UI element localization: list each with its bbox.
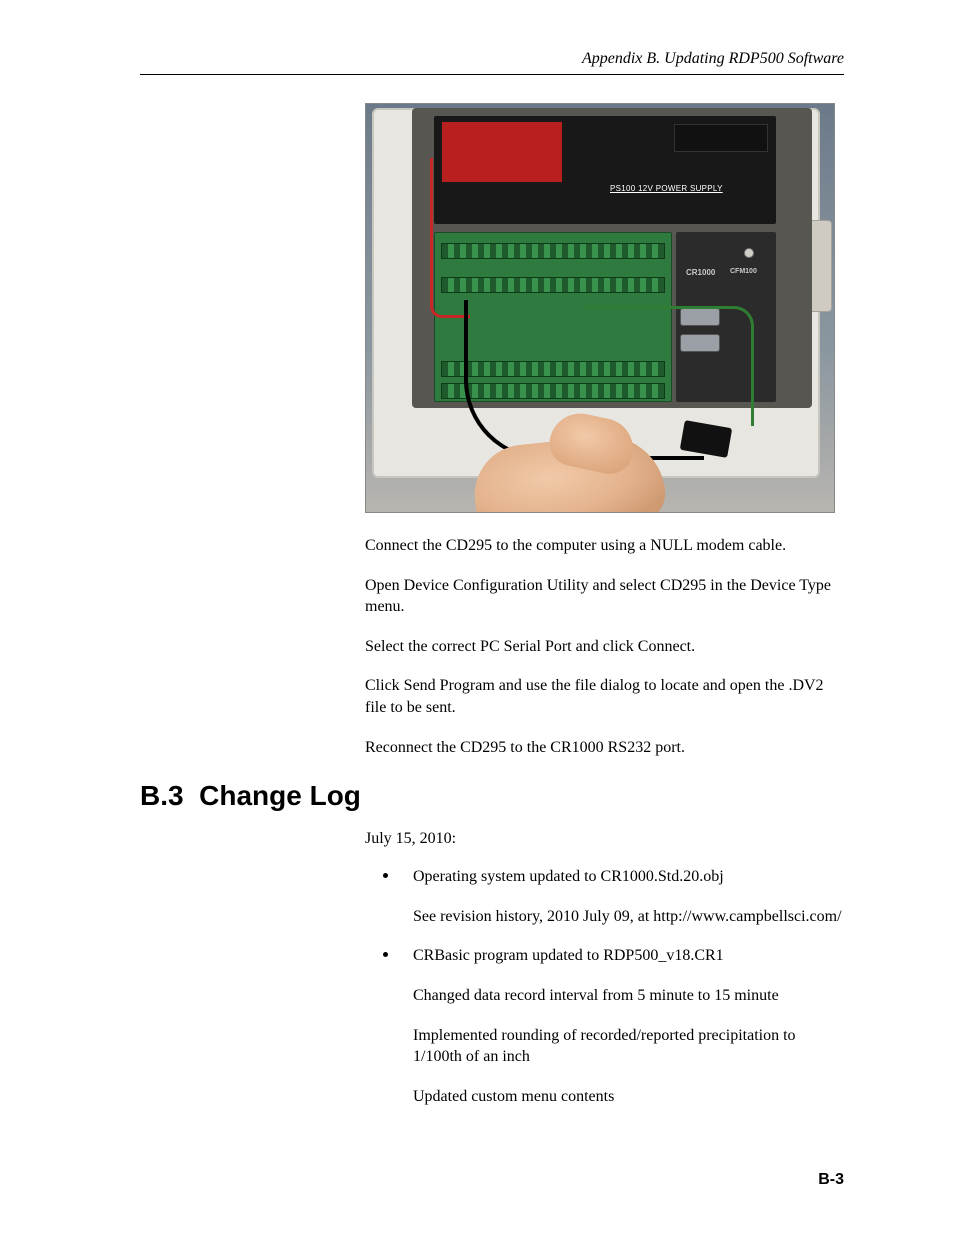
header-rule [140, 74, 844, 75]
page: Appendix B. Updating RDP500 Software PS1… [0, 0, 954, 1175]
page-number: B-3 [818, 1171, 844, 1189]
changelog-lead: CRBasic program updated to RDP500_v18.CR… [413, 945, 845, 967]
step-paragraph: Connect the CD295 to the computer using … [365, 535, 845, 557]
step-paragraph: Open Device Configuration Utility and se… [365, 575, 845, 618]
step-paragraph: Select the correct PC Serial Port and cl… [365, 636, 845, 658]
changelog-column: July 15, 2010: Operating system updated … [365, 830, 845, 1107]
instruction-photo: PS100 12V POWER SUPPLY CR1000 CFM100 [365, 103, 835, 513]
section-heading: B.3 Change Log [140, 780, 844, 812]
cr1000-label: CR1000 [686, 268, 715, 277]
terminal-row [441, 277, 665, 293]
changelog-item: CRBasic program updated to RDP500_v18.CR… [365, 945, 845, 1107]
enclosure: PS100 12V POWER SUPPLY CR1000 CFM100 [372, 108, 820, 478]
changelog-detail: Changed data record interval from 5 minu… [413, 985, 845, 1007]
changelog-list: Operating system updated to CR1000.Std.2… [365, 866, 845, 1107]
cfm100-label: CFM100 [730, 268, 757, 275]
wire-red [430, 158, 470, 318]
running-header: Appendix B. Updating RDP500 Software [140, 50, 844, 68]
bullet-icon [383, 952, 388, 957]
changelog-item: Operating system updated to CR1000.Std.2… [365, 866, 845, 927]
bullet-icon [383, 873, 388, 878]
changelog-detail: Implemented rounding of recorded/reporte… [413, 1025, 845, 1068]
content-column: PS100 12V POWER SUPPLY CR1000 CFM100 [365, 103, 845, 758]
terminal-row [441, 243, 665, 259]
changelog-lead: Operating system updated to CR1000.Std.2… [413, 866, 845, 888]
section-title: Change Log [199, 780, 361, 811]
warning-label [674, 124, 768, 152]
changelog-detail: Updated custom menu contents [413, 1086, 845, 1108]
section-number: B.3 [140, 780, 184, 811]
changelog-date: July 15, 2010: [365, 830, 845, 848]
step-paragraph: Reconnect the CD295 to the CR1000 RS232 … [365, 737, 845, 759]
changelog-detail: See revision history, 2010 July 09, at h… [413, 906, 845, 928]
ps100-label: PS100 12V POWER SUPPLY [610, 184, 723, 193]
step-paragraph: Click Send Program and use the file dial… [365, 675, 845, 718]
status-led [744, 248, 754, 258]
